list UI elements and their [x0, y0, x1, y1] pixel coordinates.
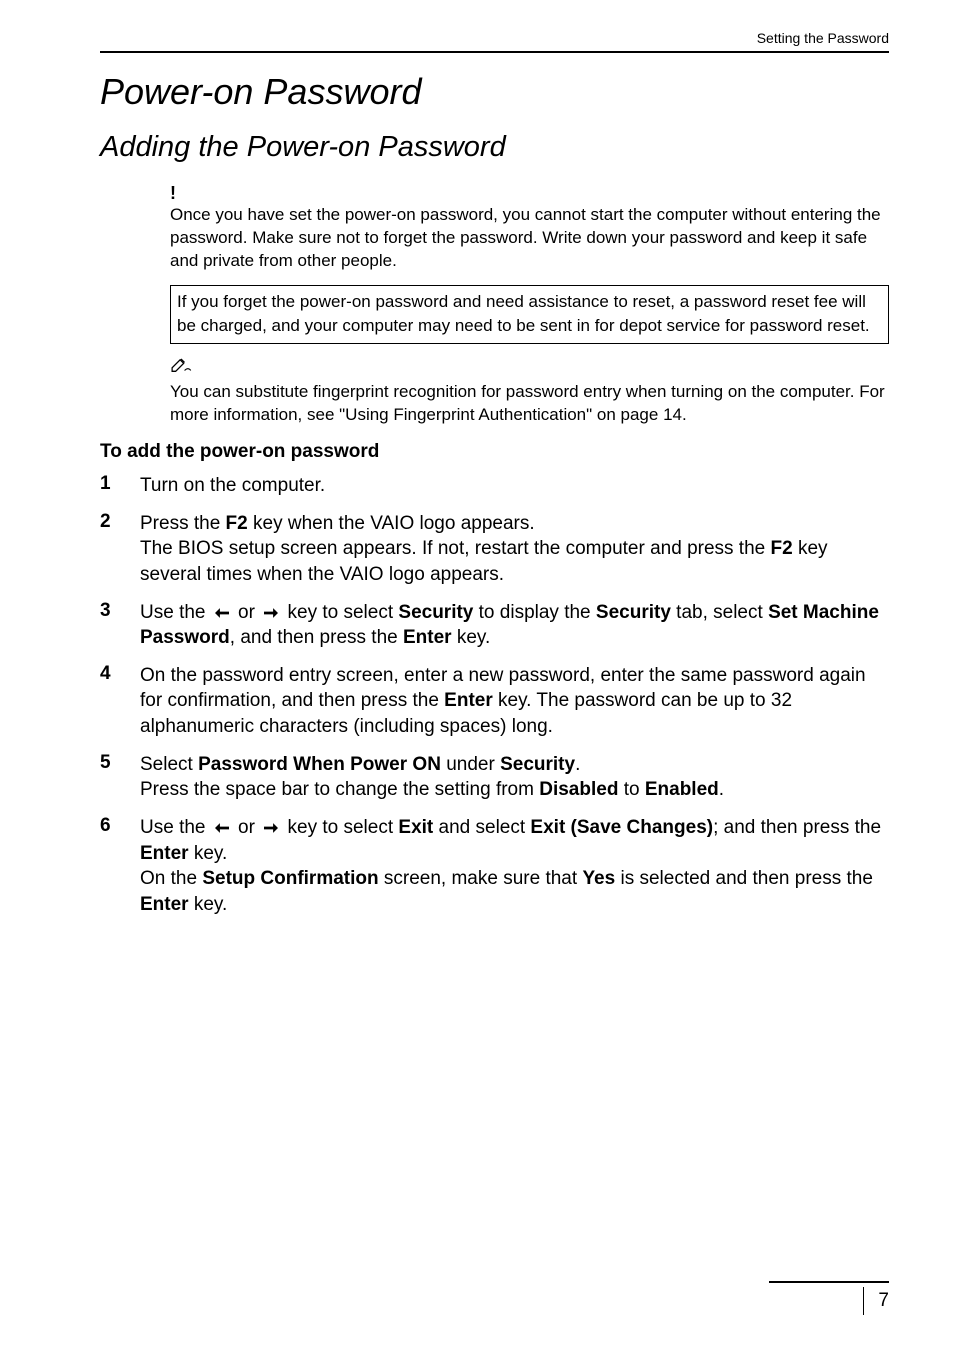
step-body: Use the or key to select Security to dis… — [140, 600, 889, 651]
step-number: 5 — [100, 752, 140, 803]
warning-text: Once you have set the power-on password,… — [170, 204, 889, 273]
step-body: On the password entry screen, enter a ne… — [140, 663, 889, 740]
step-item: 6Use the or key to select Exit and selec… — [100, 815, 889, 918]
step-body: Press the F2 key when the VAIO logo appe… — [140, 511, 889, 588]
header-rule — [100, 51, 889, 53]
step-number: 2 — [100, 511, 140, 588]
step-body: Turn on the computer. — [140, 473, 889, 499]
note-block: You can substitute fingerprint recogniti… — [170, 358, 889, 427]
note-text: You can substitute fingerprint recogniti… — [170, 381, 889, 427]
footer: 7 — [769, 1281, 889, 1315]
pencil-icon — [170, 358, 889, 379]
step-item: 3Use the or key to select Security to di… — [100, 600, 889, 651]
footer-rule — [769, 1281, 889, 1283]
header-section-label: Setting the Password — [100, 30, 889, 46]
page-title: Power-on Password — [100, 71, 889, 113]
warning-icon: ! — [170, 184, 889, 202]
step-item: 2Press the F2 key when the VAIO logo app… — [100, 511, 889, 588]
page-subtitle: Adding the Power-on Password — [100, 131, 889, 164]
footer-divider — [863, 1287, 864, 1315]
step-body: Select Password When Power ON under Secu… — [140, 752, 889, 803]
procedure-heading: To add the power-on password — [100, 441, 889, 463]
warning-box-text: If you forget the power-on password and … — [177, 290, 882, 339]
step-item: 5Select Password When Power ON under Sec… — [100, 752, 889, 803]
step-number: 4 — [100, 663, 140, 740]
step-item: 1Turn on the computer. — [100, 473, 889, 499]
step-list: 1Turn on the computer.2Press the F2 key … — [100, 473, 889, 918]
warning-box: If you forget the power-on password and … — [170, 285, 889, 344]
warning-block: ! Once you have set the power-on passwor… — [170, 184, 889, 273]
step-number: 6 — [100, 815, 140, 918]
step-body: Use the or key to select Exit and select… — [140, 815, 889, 918]
step-number: 1 — [100, 473, 140, 499]
step-item: 4On the password entry screen, enter a n… — [100, 663, 889, 740]
page-number: 7 — [878, 1290, 889, 1311]
step-number: 3 — [100, 600, 140, 651]
